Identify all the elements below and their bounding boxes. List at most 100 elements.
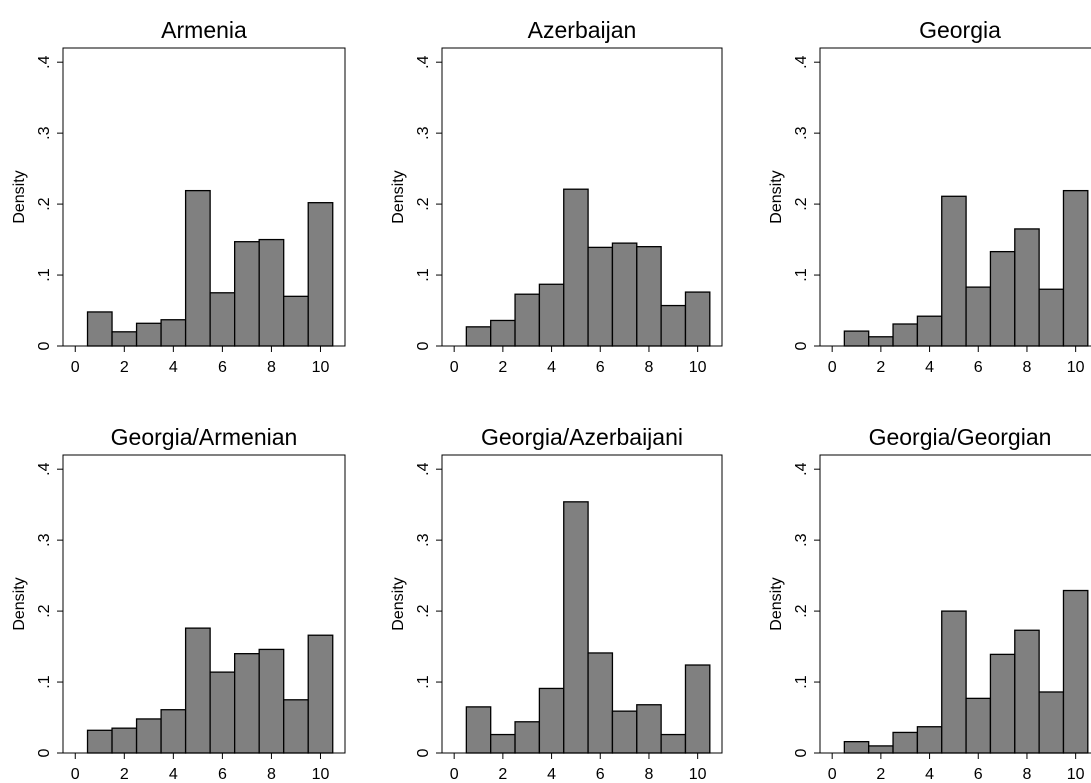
- y-tick-label: 0: [793, 341, 810, 350]
- histogram-bar: [843, 740, 870, 754]
- panel-5: Georgia/Azerbaijani 0 2 4 6 8 10 0 .1 .2 .3 .4 Densi…: [390, 424, 723, 783]
- y-tick-label: 0: [36, 341, 53, 350]
- y-tick-label: .3: [793, 533, 810, 546]
- histogram-bar: [538, 687, 565, 754]
- y-tick-label: .2: [793, 604, 810, 617]
- x-tick-label: 4: [169, 359, 178, 376]
- y-tick-label: .1: [36, 675, 53, 688]
- histogram-bar: [660, 304, 687, 347]
- x-tick-label: 2: [120, 766, 129, 783]
- histogram-bar: [941, 610, 967, 754]
- panel-1: Armenia 0 2 4 6 8 10 0 .1 .2 .3 .4 Density: [11, 17, 346, 376]
- panel-2: Azerbaijan 0 2 4 6 8 10 0 .1 .2 .3 .4 Density: [390, 17, 723, 376]
- histogram-bar: [490, 319, 516, 347]
- histogram-bar: [989, 250, 1016, 347]
- x-tick-label: 4: [169, 766, 178, 783]
- histogram-bar: [234, 241, 260, 347]
- histogram-bar: [684, 664, 711, 754]
- histogram-bar: [1062, 189, 1089, 347]
- histogram-bar: [514, 721, 541, 754]
- histogram-bar: [86, 729, 113, 754]
- histogram-bar: [587, 246, 614, 347]
- y-tick-label: .2: [415, 197, 432, 210]
- histogram-bar: [989, 653, 1016, 754]
- y-tick-label: 0: [36, 748, 53, 757]
- y-tick-label: .3: [36, 126, 53, 139]
- histogram-bar: [184, 627, 211, 754]
- y-tick-label: .4: [36, 462, 53, 475]
- x-tick-label: 10: [1067, 359, 1085, 376]
- histogram-bar: [209, 671, 236, 754]
- histogram-bar: [868, 336, 894, 347]
- y-tick-label: 0: [415, 341, 432, 350]
- histogram-bar: [611, 710, 638, 754]
- histogram-bar: [1038, 288, 1065, 347]
- chart-title: Georgia/Armenian: [111, 424, 298, 450]
- panel-4: Georgia/Armenian 0 2 4 6 8 10 0 .1 .2 .3 .4 Density: [11, 424, 346, 783]
- x-tick-label: 8: [645, 359, 654, 376]
- y-tick-label: 0: [793, 748, 810, 757]
- histogram-bar: [160, 319, 187, 347]
- x-tick-label: 4: [925, 359, 934, 376]
- histogram-bar: [1014, 629, 1040, 754]
- x-tick-label: 10: [312, 359, 330, 376]
- histogram-bar: [135, 718, 162, 754]
- y-axis-label: Density: [390, 170, 407, 223]
- histogram-bar: [563, 501, 589, 754]
- panel-3: Georgia 0 2 4 6 8 10 0 .1 .2 .3 .4 Density: [768, 17, 1091, 376]
- histogram-bar: [611, 242, 638, 347]
- y-tick-label: .4: [415, 462, 432, 475]
- x-tick-label: 10: [689, 766, 707, 783]
- histogram-bar: [587, 652, 614, 754]
- histogram-bar: [160, 709, 187, 754]
- y-tick-label: .3: [793, 126, 810, 139]
- y-axis-label: Density: [390, 577, 407, 630]
- histogram-bar: [465, 706, 492, 754]
- x-tick-label: 8: [645, 766, 654, 783]
- x-tick-label: 6: [974, 359, 983, 376]
- chart-title: Armenia: [161, 17, 247, 43]
- x-tick-label: 2: [876, 359, 885, 376]
- y-tick-label: .2: [36, 197, 53, 210]
- histogram-bar: [892, 731, 919, 754]
- x-tick-label: 2: [498, 766, 507, 783]
- histogram-bar: [965, 697, 992, 754]
- histogram-bar: [1038, 691, 1065, 754]
- histogram-bar: [916, 726, 943, 754]
- histogram-bar: [307, 634, 334, 754]
- y-tick-label: .2: [415, 604, 432, 617]
- y-tick-label: .2: [36, 604, 53, 617]
- x-tick-label: 0: [71, 766, 80, 783]
- histogram-bar: [916, 315, 943, 347]
- y-tick-label: 0: [415, 748, 432, 757]
- histogram-bar: [307, 202, 334, 347]
- y-tick-label: .3: [415, 533, 432, 546]
- x-tick-label: 10: [1067, 766, 1085, 783]
- histogram-bar: [258, 238, 285, 347]
- y-tick-label: .1: [793, 675, 810, 688]
- histogram-bar: [258, 648, 285, 754]
- x-tick-label: 6: [596, 766, 605, 783]
- chart-title: Georgia: [919, 17, 1001, 43]
- x-tick-label: 2: [498, 359, 507, 376]
- y-axis-label: Density: [11, 577, 28, 630]
- x-tick-label: 10: [689, 359, 707, 376]
- histogram-bar: [283, 295, 309, 347]
- x-tick-label: 8: [267, 359, 276, 376]
- histogram-bar: [86, 311, 113, 347]
- x-tick-label: 10: [312, 766, 330, 783]
- x-tick-label: 0: [828, 766, 837, 783]
- y-tick-label: .1: [415, 675, 432, 688]
- histogram-bar: [209, 292, 236, 347]
- histogram-bar: [514, 293, 541, 347]
- x-tick-label: 6: [218, 766, 227, 783]
- y-tick-label: .4: [36, 55, 53, 68]
- panel-6: Georgia/Georgian 0 2 4 6 8 10 0 .1 .2 .3 .4 Density: [768, 424, 1091, 783]
- x-tick-label: 8: [1023, 359, 1032, 376]
- y-tick-label: .3: [36, 533, 53, 546]
- histogram-bar: [283, 699, 309, 754]
- histogram-bar: [111, 727, 138, 754]
- x-tick-label: 0: [828, 359, 837, 376]
- chart-title: Georgia/Georgian: [869, 424, 1052, 450]
- histogram-bar: [965, 286, 992, 347]
